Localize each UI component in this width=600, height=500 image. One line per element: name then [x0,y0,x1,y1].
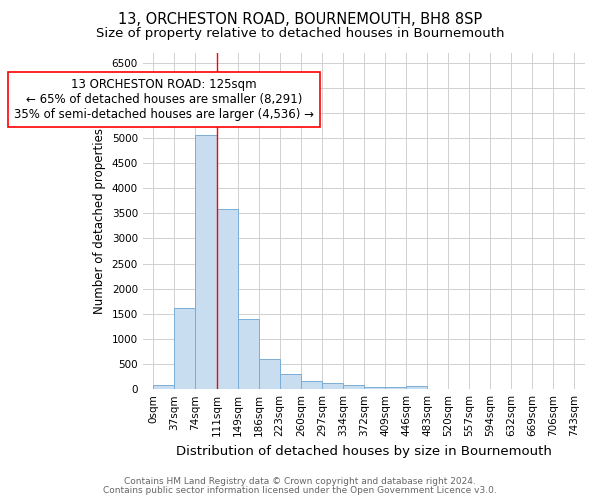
Bar [217,210,238,389]
Bar [343,384,364,389]
Bar [175,308,196,389]
Bar [406,386,427,389]
Bar [154,386,175,389]
Bar [322,382,343,389]
Bar [385,388,406,389]
Bar [301,382,322,389]
Bar [364,387,385,389]
Text: 13, ORCHESTON ROAD, BOURNEMOUTH, BH8 8SP: 13, ORCHESTON ROAD, BOURNEMOUTH, BH8 8SP [118,12,482,28]
Text: Contains public sector information licensed under the Open Government Licence v3: Contains public sector information licen… [103,486,497,495]
Bar [259,358,280,389]
Text: Contains HM Land Registry data © Crown copyright and database right 2024.: Contains HM Land Registry data © Crown c… [124,477,476,486]
Text: Size of property relative to detached houses in Bournemouth: Size of property relative to detached ho… [96,28,504,40]
X-axis label: Distribution of detached houses by size in Bournemouth: Distribution of detached houses by size … [176,444,552,458]
Y-axis label: Number of detached properties: Number of detached properties [93,128,106,314]
Bar [280,374,301,389]
Text: 13 ORCHESTON ROAD: 125sqm
← 65% of detached houses are smaller (8,291)
35% of se: 13 ORCHESTON ROAD: 125sqm ← 65% of detac… [14,78,314,120]
Bar [196,136,217,389]
Bar [238,319,259,389]
